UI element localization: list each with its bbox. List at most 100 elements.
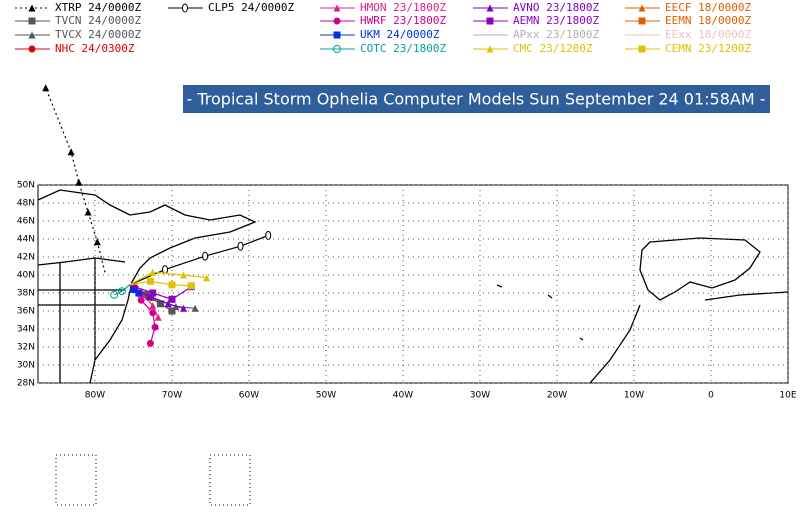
track-point <box>28 31 36 39</box>
legend-label: CEMN 23/1200Z <box>665 42 751 55</box>
track-point <box>28 45 36 53</box>
legend-label: HMON 23/1800Z <box>360 1 446 14</box>
legend-label: COTC 23/1800Z <box>360 42 446 55</box>
track-line <box>129 280 192 287</box>
inset-box <box>55 454 97 506</box>
legend-label: EECF 18/0000Z <box>665 1 751 14</box>
track-line <box>113 284 131 296</box>
track-point <box>486 17 494 25</box>
track-point <box>75 178 83 186</box>
track-point <box>203 274 211 282</box>
track-point <box>168 307 176 315</box>
track-point <box>162 265 169 275</box>
legend-label: AVNO 23/1800Z <box>513 1 599 14</box>
track-point <box>333 31 341 39</box>
y-tick-label: 50N <box>17 181 35 191</box>
legend-label: EEMN 18/0000Z <box>665 14 751 27</box>
x-tick-label: 10E <box>779 391 796 401</box>
track-point <box>638 45 646 53</box>
track-point <box>93 238 101 246</box>
y-tick-label: 32N <box>17 343 35 353</box>
track-point <box>149 302 157 310</box>
track-point <box>486 45 494 53</box>
legend-label: CMC 23/1200Z <box>513 42 593 55</box>
track-point <box>182 3 188 13</box>
track-point <box>333 45 341 53</box>
track-point <box>139 291 147 299</box>
legend-label: HWRF 23/1800Z <box>360 14 446 27</box>
y-tick-label: 38N <box>17 289 35 299</box>
x-tick-label: 70W <box>162 391 182 401</box>
title-box <box>183 85 770 113</box>
y-tick-label: 30N <box>17 361 35 371</box>
legend-label: NHC 24/0300Z <box>55 42 135 55</box>
y-tick-label: 40N <box>17 271 35 281</box>
track-point <box>28 17 36 25</box>
track-line <box>129 284 192 300</box>
coastlines <box>37 189 789 384</box>
track-point <box>265 230 272 240</box>
track-point <box>164 300 172 308</box>
track-point <box>149 289 157 297</box>
track-point <box>154 313 162 321</box>
track-point <box>180 304 188 312</box>
legend-label: UKM 24/0000Z <box>360 28 440 41</box>
y-tick-label: 36N <box>17 307 35 317</box>
track-line <box>45 87 106 273</box>
y-tick-label: 46N <box>17 217 35 227</box>
inset-box <box>209 454 251 506</box>
x-tick-label: 50W <box>316 391 336 401</box>
x-tick-label: 40W <box>393 391 413 401</box>
y-tick-label: 48N <box>17 199 35 209</box>
track-point <box>202 251 209 261</box>
legend-label: TVCX 24/0000Z <box>55 28 141 41</box>
track-point <box>42 84 50 92</box>
x-tick-label: 80W <box>85 391 105 401</box>
track-line <box>129 234 269 286</box>
x-tick-label: 0 <box>708 391 714 401</box>
legend-label: APxx 23/1800Z <box>513 28 599 41</box>
track-point <box>129 285 137 293</box>
track-point <box>146 277 154 285</box>
track-point <box>180 271 188 279</box>
track-point <box>191 304 199 312</box>
track-point <box>28 4 36 12</box>
y-tick-label: 28N <box>17 379 35 389</box>
track-point <box>137 296 145 304</box>
track-point <box>237 241 244 251</box>
track-point <box>168 295 176 303</box>
track-point <box>145 293 153 301</box>
x-tick-label: 60W <box>239 391 259 401</box>
track-point <box>638 17 646 25</box>
track-point <box>67 148 75 156</box>
legend-label: TVCN 24/0000Z <box>55 14 141 27</box>
track-line <box>129 271 207 286</box>
x-tick-label: 30W <box>470 391 490 401</box>
track-point <box>110 290 119 299</box>
y-tick-label: 42N <box>17 253 35 263</box>
legend-label: AEMN 23/1800Z <box>513 14 599 27</box>
track-point <box>333 4 341 12</box>
track-point <box>146 339 154 347</box>
track-point <box>486 4 494 12</box>
track-point <box>135 289 143 297</box>
legend-label: XTRP 24/0000Z <box>55 1 141 14</box>
legend-label: CLP5 24/0000Z <box>208 1 294 14</box>
track-point <box>187 282 195 290</box>
track-point <box>84 208 92 216</box>
track-point <box>149 268 157 276</box>
track-line <box>129 284 184 309</box>
track-point <box>149 309 157 317</box>
x-tick-label: 10W <box>624 391 644 401</box>
track-point <box>151 323 159 331</box>
x-tick-label: 20W <box>547 391 567 401</box>
track-point <box>638 4 646 12</box>
track-point <box>156 300 164 308</box>
y-tick-label: 44N <box>17 235 35 245</box>
track-point <box>168 281 176 289</box>
y-tick-label: 34N <box>17 325 35 335</box>
track-point <box>333 17 341 25</box>
legend-label: EExx 18/0000Z <box>665 28 751 41</box>
track-point <box>117 287 126 296</box>
